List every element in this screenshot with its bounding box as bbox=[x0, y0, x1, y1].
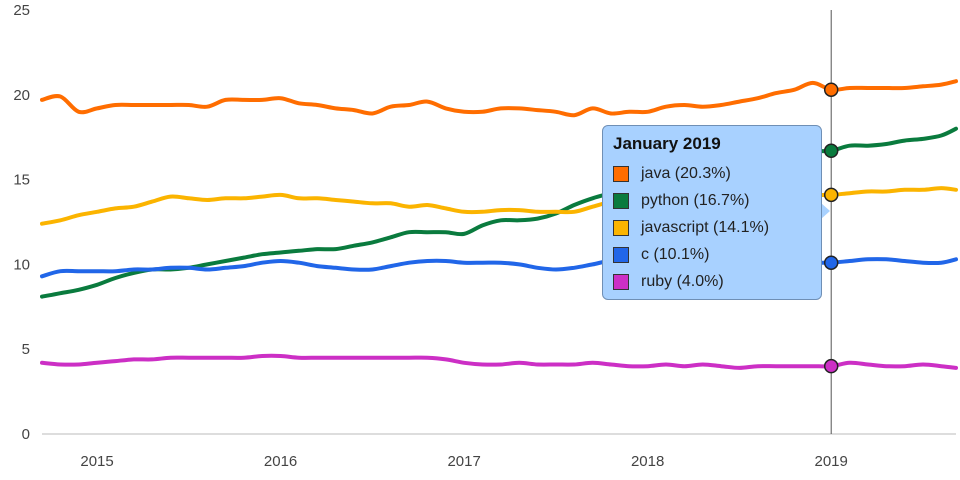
x-tick-label: 2017 bbox=[447, 453, 480, 470]
ruby-swatch-icon bbox=[613, 273, 629, 290]
tooltip-label-c: c (10.1%) bbox=[641, 245, 710, 263]
x-tick-label: 2015 bbox=[80, 453, 113, 470]
hover-tooltip: January 2019 java (20.3%) python (16.7%)… bbox=[602, 125, 822, 300]
tooltip-row-javascript: javascript (14.1%) bbox=[613, 214, 811, 241]
tooltip-label-ruby: ruby (4.0%) bbox=[641, 272, 724, 290]
hover-point-javascript[interactable] bbox=[823, 187, 839, 203]
y-axis-labels: 0 5 10 15 20 25 bbox=[13, 2, 30, 443]
javascript-swatch-icon bbox=[613, 219, 629, 236]
hover-point-python[interactable] bbox=[823, 143, 839, 159]
y-tick-label: 5 bbox=[22, 341, 30, 358]
x-axis-labels: 2015 2016 2017 2018 2019 bbox=[80, 453, 848, 470]
tooltip-row-java: java (20.3%) bbox=[613, 160, 811, 187]
tooltip-label-java: java (20.3%) bbox=[641, 164, 731, 182]
y-tick-label: 10 bbox=[13, 256, 30, 273]
x-tick-label: 2016 bbox=[264, 453, 297, 470]
x-tick-label: 2018 bbox=[631, 453, 664, 470]
hover-point-java[interactable] bbox=[823, 82, 839, 97]
x-tick-label: 2019 bbox=[815, 453, 848, 470]
y-tick-label: 20 bbox=[13, 87, 30, 104]
tooltip-row-ruby: ruby (4.0%) bbox=[613, 268, 811, 295]
series-line-java[interactable] bbox=[40, 79, 958, 118]
hover-markers bbox=[823, 82, 839, 374]
java-swatch-icon bbox=[613, 165, 629, 182]
hover-point-c[interactable] bbox=[823, 255, 839, 270]
tooltip-row-c: c (10.1%) bbox=[613, 241, 811, 268]
series-line-ruby[interactable] bbox=[40, 353, 958, 370]
tooltip-title: January 2019 bbox=[613, 134, 721, 153]
y-tick-label: 25 bbox=[13, 2, 30, 19]
tooltip-label-javascript: javascript (14.1%) bbox=[641, 218, 770, 236]
hover-point-ruby[interactable] bbox=[823, 358, 839, 374]
tooltip-label-python: python (16.7%) bbox=[641, 191, 750, 209]
y-tick-label: 15 bbox=[13, 172, 30, 189]
python-swatch-icon bbox=[613, 192, 629, 209]
c-swatch-icon bbox=[613, 246, 629, 263]
tooltip-row-python: python (16.7%) bbox=[613, 187, 811, 214]
y-tick-label: 0 bbox=[22, 426, 30, 443]
tooltip-pointer bbox=[821, 203, 830, 219]
